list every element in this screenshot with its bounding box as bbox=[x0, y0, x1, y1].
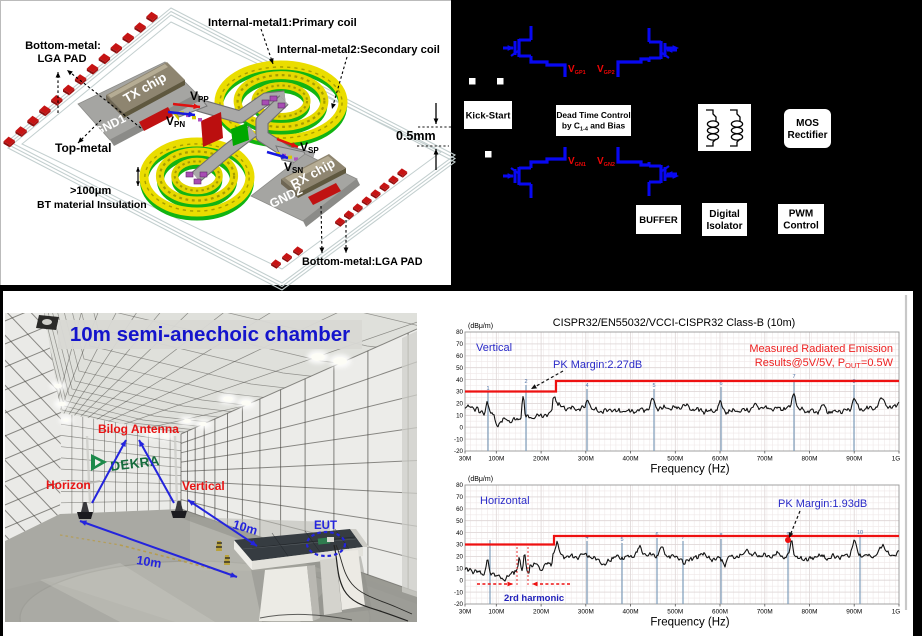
svg-text:400M: 400M bbox=[623, 456, 639, 463]
svg-text:10m: 10m bbox=[231, 517, 259, 537]
svg-text:40: 40 bbox=[456, 530, 463, 537]
svg-text:60: 60 bbox=[456, 506, 463, 513]
svg-text:VGN1: VGN1 bbox=[568, 156, 586, 168]
svg-text:Bilog Antenna: Bilog Antenna bbox=[98, 422, 179, 436]
svg-text:600M: 600M bbox=[712, 609, 728, 616]
svg-text:50: 50 bbox=[456, 365, 463, 372]
svg-text:5: 5 bbox=[652, 383, 655, 389]
svg-text:VGP2: VGP2 bbox=[597, 64, 615, 76]
svg-text:Horizon: Horizon bbox=[46, 478, 91, 492]
svg-text:Bottom-metal:: Bottom-metal: bbox=[25, 40, 101, 52]
svg-text:0: 0 bbox=[460, 577, 464, 584]
svg-text:Control: Control bbox=[783, 221, 819, 232]
svg-text:CISPR32/EN55032/VCCI-CISPR32 C: CISPR32/EN55032/VCCI-CISPR32 Class-B (10… bbox=[553, 317, 795, 329]
svg-text:10m semi-anechoic chamber: 10m semi-anechoic chamber bbox=[70, 323, 350, 346]
svg-text:30: 30 bbox=[456, 542, 463, 549]
svg-text:(dBμ/m): (dBμ/m) bbox=[468, 476, 493, 483]
svg-text:30M: 30M bbox=[459, 609, 471, 616]
svg-text:Vertical: Vertical bbox=[476, 342, 512, 354]
svg-text:VGP1: VGP1 bbox=[568, 64, 586, 76]
svg-text:100M: 100M bbox=[488, 456, 504, 463]
svg-text:PK Margin:1.93dB: PK Margin:1.93dB bbox=[778, 498, 867, 510]
svg-text:70: 70 bbox=[456, 341, 463, 348]
svg-text:Internal-metal1:Primary coil: Internal-metal1:Primary coil bbox=[208, 17, 357, 29]
svg-text:DEKRA: DEKRA bbox=[110, 453, 161, 474]
svg-text:Digital: Digital bbox=[709, 209, 740, 220]
svg-text:VGN2: VGN2 bbox=[597, 156, 615, 168]
svg-text:20: 20 bbox=[456, 554, 463, 561]
svg-text:200M: 200M bbox=[533, 456, 549, 463]
svg-text:MOS: MOS bbox=[796, 118, 819, 129]
svg-text:800M: 800M bbox=[801, 456, 817, 463]
svg-text:Kick-Start: Kick-Start bbox=[466, 110, 512, 121]
svg-text:-10: -10 bbox=[454, 436, 464, 443]
svg-text:1G: 1G bbox=[892, 609, 901, 616]
svg-text:4: 4 bbox=[585, 535, 588, 541]
svg-text:Dead Time Control: Dead Time Control bbox=[556, 110, 630, 120]
svg-text:Measured Radiated Emission: Measured Radiated Emission bbox=[749, 343, 893, 355]
svg-text:10: 10 bbox=[456, 566, 463, 573]
svg-text:1: 1 bbox=[486, 386, 489, 392]
svg-text:PK Margin:2.27dB: PK Margin:2.27dB bbox=[553, 359, 642, 371]
svg-text:EUT: EUT bbox=[314, 520, 337, 532]
svg-text:Results@5V/5V, POUT=0.5W: Results@5V/5V, POUT=0.5W bbox=[755, 357, 894, 370]
svg-text:900M: 900M bbox=[846, 609, 862, 616]
svg-text:Vertical: Vertical bbox=[182, 479, 225, 493]
svg-text:300M: 300M bbox=[578, 456, 594, 463]
svg-text:-10: -10 bbox=[454, 589, 464, 596]
svg-text:7: 7 bbox=[792, 374, 795, 380]
svg-text:2rd harmonic: 2rd harmonic bbox=[504, 593, 564, 604]
svg-text:200M: 200M bbox=[533, 609, 549, 616]
svg-text:20: 20 bbox=[456, 401, 463, 408]
svg-text:Top-metal: Top-metal bbox=[55, 141, 111, 155]
svg-text:PWM: PWM bbox=[789, 209, 813, 220]
svg-text:900M: 900M bbox=[846, 456, 862, 463]
svg-text:5: 5 bbox=[620, 537, 623, 543]
svg-text:4: 4 bbox=[585, 383, 588, 389]
svg-text:800M: 800M bbox=[801, 609, 817, 616]
svg-text:by C1-4 and Bias: by C1-4 and Bias bbox=[562, 121, 626, 133]
svg-text:0.5mm: 0.5mm bbox=[396, 129, 436, 143]
svg-text:100M: 100M bbox=[488, 609, 504, 616]
svg-text:400M: 400M bbox=[623, 609, 639, 616]
svg-text:2: 2 bbox=[524, 379, 527, 385]
svg-text:Bottom-metal:LGA PAD: Bottom-metal:LGA PAD bbox=[302, 256, 423, 268]
svg-text:Internal-metal2:Secondary coil: Internal-metal2:Secondary coil bbox=[277, 44, 440, 56]
svg-text:300M: 300M bbox=[578, 609, 594, 616]
svg-text:Isolator: Isolator bbox=[706, 221, 742, 232]
svg-text:BT material Insulation: BT material Insulation bbox=[37, 199, 147, 211]
svg-text:>100μm: >100μm bbox=[70, 185, 112, 197]
svg-text:1G: 1G bbox=[892, 456, 901, 463]
svg-text:30: 30 bbox=[456, 389, 463, 396]
svg-text:80: 80 bbox=[456, 482, 463, 489]
svg-text:500M: 500M bbox=[667, 456, 683, 463]
svg-text:Horizontal: Horizontal bbox=[480, 495, 530, 507]
svg-text:10m: 10m bbox=[136, 553, 163, 571]
svg-text:BUFFER: BUFFER bbox=[639, 215, 678, 226]
svg-text:700M: 700M bbox=[757, 456, 773, 463]
svg-text:0: 0 bbox=[460, 424, 464, 431]
svg-text:Rectifier: Rectifier bbox=[787, 130, 827, 141]
svg-text:700M: 700M bbox=[757, 609, 773, 616]
svg-text:LGA PAD: LGA PAD bbox=[37, 53, 86, 65]
svg-text:40: 40 bbox=[456, 377, 463, 384]
svg-text:7: 7 bbox=[681, 535, 684, 541]
svg-text:50: 50 bbox=[456, 518, 463, 525]
svg-text:-20: -20 bbox=[454, 448, 464, 455]
svg-text:6: 6 bbox=[719, 381, 722, 387]
svg-text:30M: 30M bbox=[459, 456, 471, 463]
svg-text:(dBμ/m): (dBμ/m) bbox=[468, 323, 493, 330]
svg-text:70: 70 bbox=[456, 494, 463, 501]
svg-text:Frequency (Hz): Frequency (Hz) bbox=[650, 617, 729, 629]
svg-text:-20: -20 bbox=[454, 601, 464, 608]
svg-text:10: 10 bbox=[857, 530, 863, 536]
svg-text:Frequency (Hz): Frequency (Hz) bbox=[650, 464, 729, 476]
svg-text:500M: 500M bbox=[667, 609, 683, 616]
svg-text:10: 10 bbox=[456, 413, 463, 420]
svg-text:60: 60 bbox=[456, 353, 463, 360]
svg-text:80: 80 bbox=[456, 329, 463, 336]
svg-text:600M: 600M bbox=[712, 456, 728, 463]
